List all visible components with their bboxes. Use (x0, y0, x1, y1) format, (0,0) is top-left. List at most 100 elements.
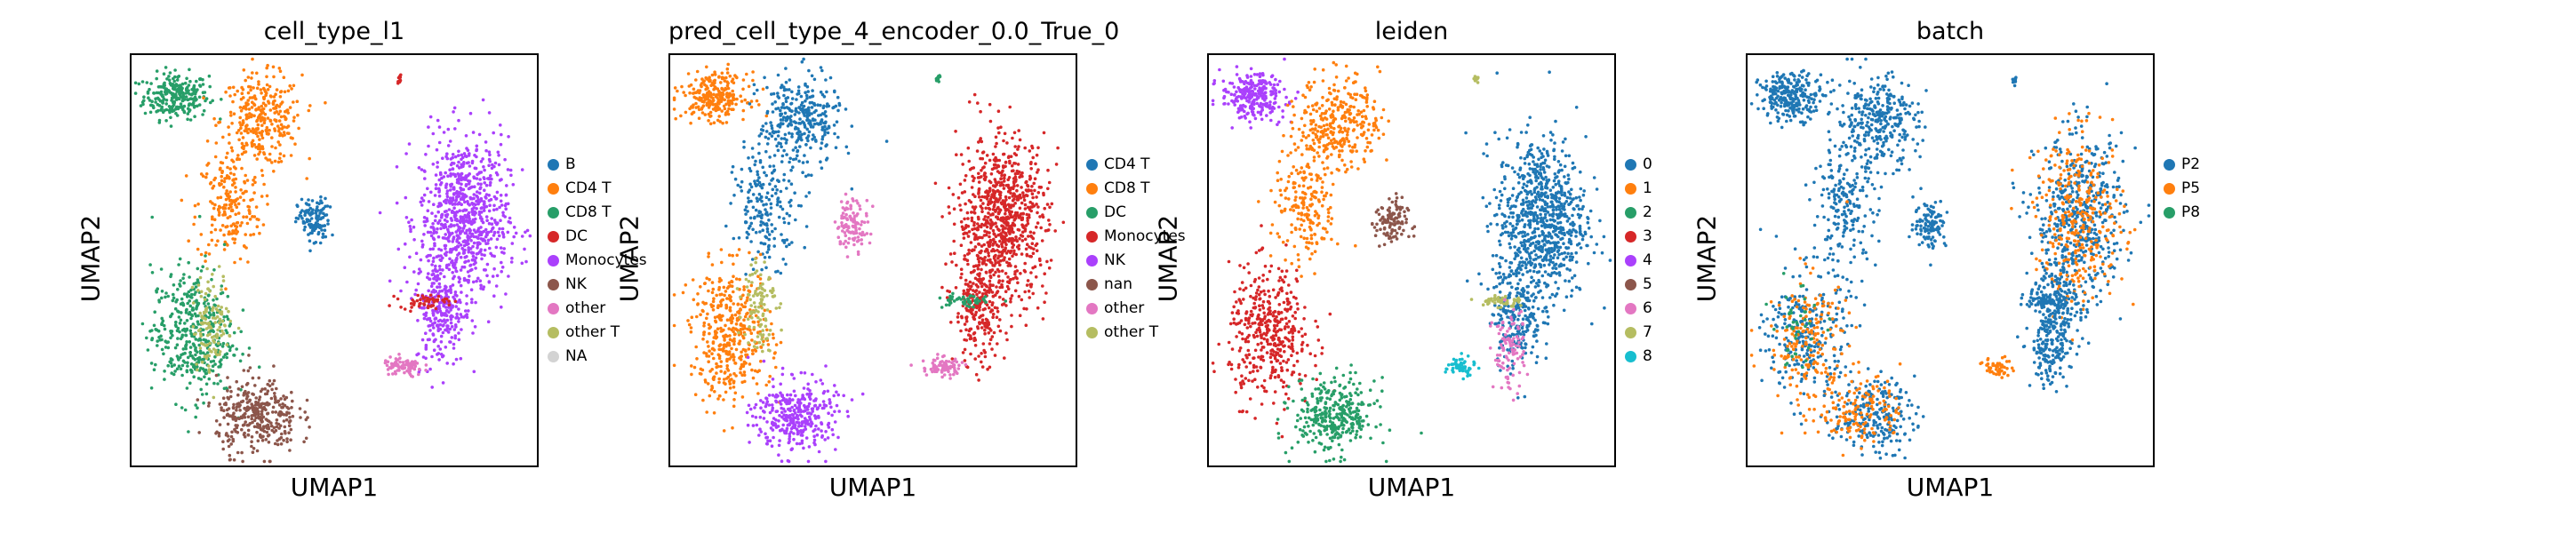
scatter-point (409, 367, 412, 370)
scatter-point (234, 166, 237, 171)
scatter-point (475, 194, 478, 198)
scatter-point (474, 166, 478, 171)
scatter-point (460, 203, 463, 206)
scatter-point (958, 182, 963, 187)
scatter-point (492, 164, 496, 169)
scatter-point (452, 237, 455, 241)
scatter-point (995, 141, 998, 146)
scatter-point (240, 427, 244, 432)
scatter-point (185, 295, 189, 298)
scatter-point (1000, 253, 1004, 258)
scatter-point (463, 248, 467, 252)
scatter-point (164, 339, 167, 344)
scatter-point (154, 100, 157, 104)
scatter-point (802, 111, 805, 115)
scatter-point (164, 92, 168, 96)
scatter-point (788, 204, 793, 208)
scatter-point (454, 325, 458, 329)
scatter-point (1047, 219, 1051, 222)
scatter-point (489, 174, 492, 178)
scatter-point (215, 297, 219, 301)
scatter-point (747, 196, 750, 200)
scatter-point (324, 100, 327, 105)
scatter-point (451, 263, 455, 267)
scatter-point (501, 232, 506, 236)
scatter-point (238, 359, 243, 363)
scatter-point (200, 361, 204, 364)
scatter-point (856, 252, 860, 256)
scatter-point (133, 91, 138, 95)
scatter-point (251, 376, 255, 380)
scatter-point (425, 219, 429, 223)
scatter-point (177, 364, 181, 369)
scatter-point (996, 180, 1001, 184)
scatter-point (997, 158, 1002, 163)
scatter-point (760, 267, 764, 272)
legend-label: other (565, 299, 606, 317)
scatter-point (844, 145, 849, 149)
scatter-point (203, 370, 206, 373)
scatter-point (466, 202, 470, 206)
scatter-point (967, 284, 971, 288)
scatter-point (216, 207, 220, 211)
scatter-point (446, 127, 451, 131)
scatter-point (1024, 188, 1028, 192)
scatter-point (230, 149, 235, 153)
scatter-point (186, 117, 189, 122)
scatter-point (772, 154, 777, 157)
scatter-point (952, 299, 956, 303)
scatter-point (192, 97, 196, 100)
scatter-point (740, 99, 744, 103)
scatter-point (776, 91, 780, 95)
scatter-point (186, 355, 190, 360)
scatter-point (402, 363, 405, 367)
scatter-point (488, 203, 492, 207)
scatter-point (211, 308, 214, 313)
scatter-point (245, 123, 249, 127)
scatter-point (468, 231, 472, 235)
scatter-point (292, 84, 296, 88)
scatter-point (436, 204, 440, 209)
scatter-point (428, 329, 432, 332)
scatter-point (464, 215, 468, 219)
scatter-point (172, 94, 175, 99)
scatter-point (244, 420, 247, 424)
scatter-point (468, 274, 471, 278)
scatter-point (788, 88, 791, 91)
scatter-point (467, 278, 470, 282)
scatter-point (748, 216, 753, 220)
scatter-point (1026, 221, 1030, 226)
scatter-point (289, 427, 293, 432)
scatter-point (520, 168, 524, 171)
scatter-point (251, 71, 254, 75)
scatter-point (447, 289, 451, 292)
scatter-point (764, 195, 769, 199)
scatter-point (195, 304, 199, 308)
scatter-point (228, 324, 232, 328)
scatter-point (212, 324, 215, 329)
scatter-point (985, 303, 989, 307)
scatter-point (998, 196, 1002, 200)
scatter-point (757, 151, 761, 155)
scatter-point (248, 398, 252, 402)
scatter-point (1006, 227, 1011, 231)
scatter-point (452, 206, 456, 210)
scatter-point (404, 360, 408, 363)
scatter-point (412, 238, 416, 242)
scatter-point (410, 306, 413, 309)
scatter-point (289, 438, 292, 442)
scatter-point (500, 203, 504, 207)
scatter-point (255, 157, 259, 161)
legend-swatch (548, 327, 559, 338)
scatter-point (757, 176, 761, 179)
scatter-point (288, 106, 292, 109)
scatter-point (1021, 225, 1025, 229)
scatter-point (249, 130, 253, 133)
scatter-point (826, 131, 830, 135)
scatter-point (452, 342, 456, 346)
scatter-point (204, 175, 208, 179)
scatter-point (222, 416, 226, 419)
scatter-point (1017, 170, 1021, 174)
scatter-point (181, 99, 185, 103)
scatter-point (1012, 203, 1015, 208)
